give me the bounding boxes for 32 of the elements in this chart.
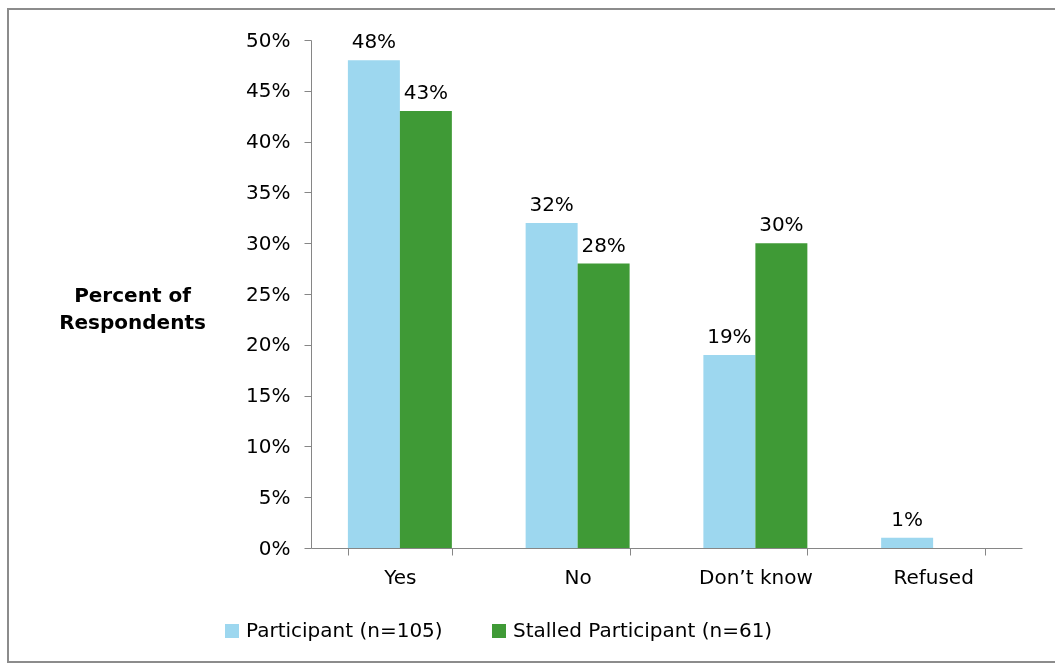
bar [703, 354, 756, 548]
y-tick-label: 40% [246, 129, 291, 154]
y-tick-label: 0% [258, 535, 291, 560]
y-tick-label: 45% [246, 78, 291, 103]
x-tick-label: Refused [893, 564, 974, 589]
data-label: 48% [351, 29, 397, 54]
data-label: 43% [403, 80, 449, 105]
bar [347, 60, 400, 548]
bar [881, 537, 934, 548]
y-tick-label: 20% [246, 332, 291, 357]
y-tick-label: 35% [246, 179, 291, 204]
y-tick-label: 50% [246, 27, 291, 52]
y-tick-label: 10% [246, 433, 291, 458]
bar [755, 243, 808, 548]
y-tick-label: 15% [246, 383, 291, 408]
data-label: 28% [581, 232, 626, 257]
bar [525, 222, 578, 548]
bar [399, 111, 452, 548]
y-tick-label: 5% [258, 484, 291, 509]
bar [577, 263, 630, 548]
y-tick-label: 30% [246, 230, 291, 255]
data-label: 1% [891, 506, 923, 531]
y-tick-label: 25% [246, 281, 291, 306]
legend-label: Stalled Participant (n=61) [513, 618, 773, 642]
y-axis-title: Percent of Respondents [59, 282, 206, 334]
legend-label: Participant (n=105) [246, 618, 443, 642]
data-label: 19% [707, 323, 752, 348]
data-label: 32% [529, 191, 574, 216]
data-label: 30% [759, 212, 804, 237]
x-tick-label: Yes [383, 564, 417, 589]
x-tick-label: No [564, 564, 592, 589]
x-tick-label: Don’t know [699, 564, 813, 589]
